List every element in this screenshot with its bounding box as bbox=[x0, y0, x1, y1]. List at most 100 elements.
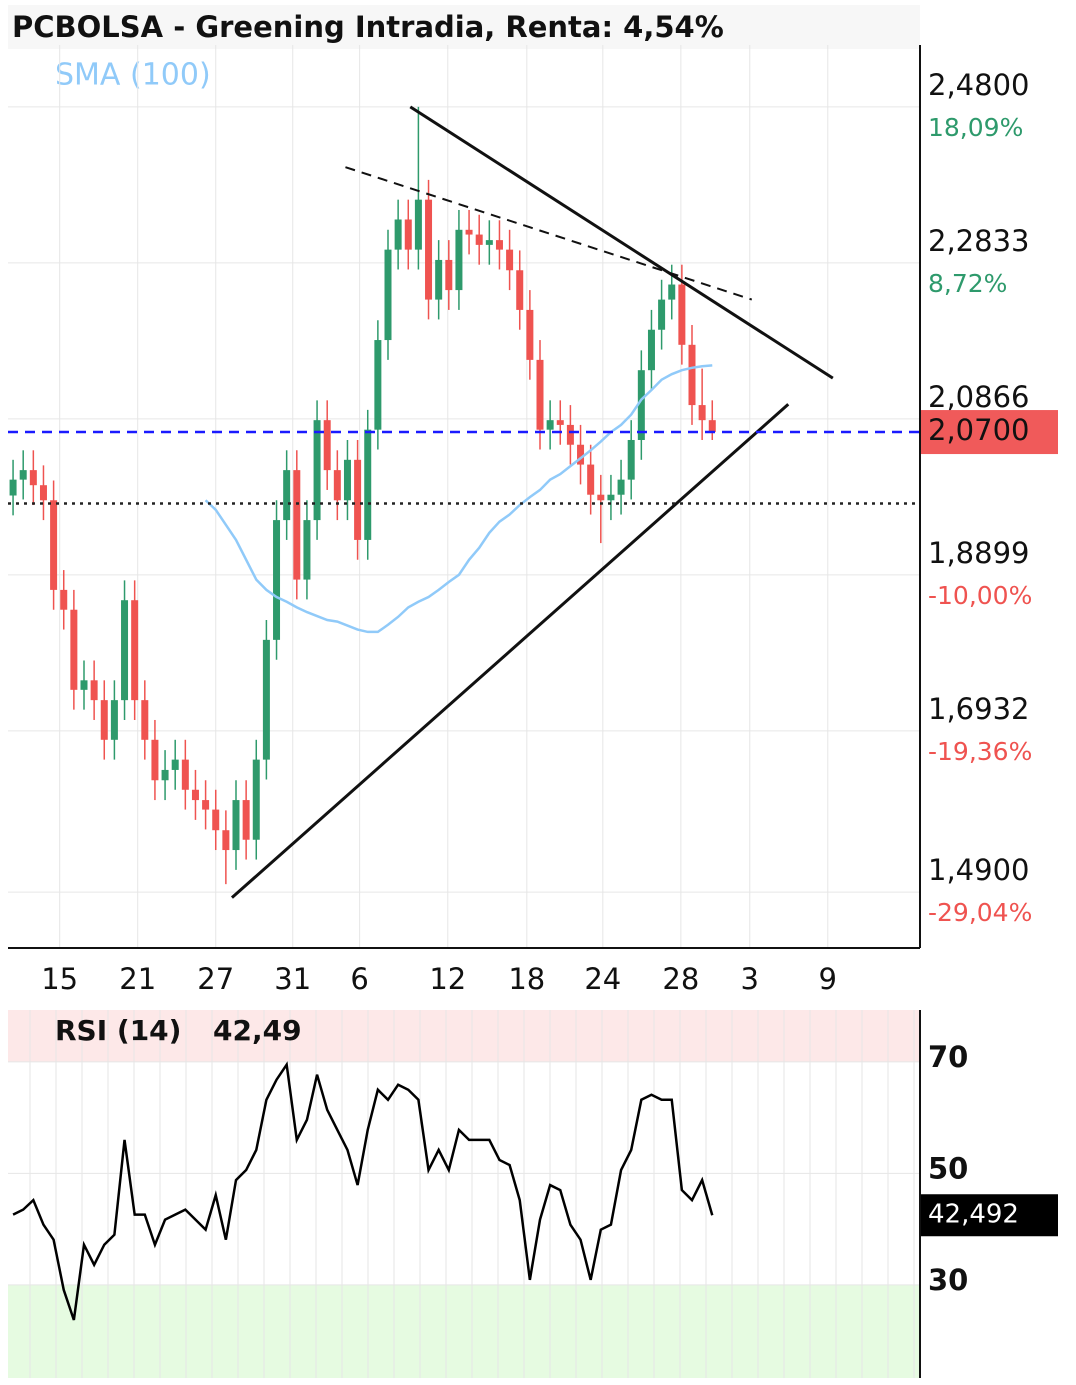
candle-body bbox=[698, 405, 706, 421]
indicator-value: 42,49 bbox=[213, 1014, 302, 1047]
candle-body bbox=[516, 270, 524, 310]
candle-body bbox=[708, 420, 716, 433]
candle-body bbox=[333, 470, 341, 501]
candle-body bbox=[262, 639, 270, 760]
x-tick-label: 31 bbox=[274, 962, 311, 996]
candle-body bbox=[90, 680, 98, 701]
x-tick-label: 9 bbox=[819, 962, 837, 996]
candle-body bbox=[546, 420, 554, 430]
x-tick-label: 28 bbox=[662, 962, 699, 996]
chart-title: PCBOLSA - Greening Intradia, Renta: 4,54… bbox=[12, 10, 724, 44]
candle-body bbox=[556, 420, 564, 425]
candle-body bbox=[39, 485, 47, 501]
candle-body bbox=[445, 259, 453, 291]
indicator-title: RSI (14) bbox=[55, 1014, 181, 1047]
candle-body bbox=[283, 470, 291, 521]
candle-body bbox=[668, 284, 676, 300]
candle-body bbox=[100, 700, 108, 740]
candle-body bbox=[212, 809, 220, 831]
y-tick-label: 2,4800 bbox=[928, 68, 1029, 102]
candle-body bbox=[313, 420, 321, 521]
candle-body bbox=[131, 600, 139, 701]
y-tick-label: 1,8899 bbox=[928, 536, 1029, 570]
candle-body bbox=[29, 470, 37, 486]
candle-body bbox=[121, 600, 129, 701]
x-tick-label: 24 bbox=[584, 962, 621, 996]
candle-body bbox=[374, 340, 382, 430]
candle-body bbox=[587, 464, 595, 495]
candle-body bbox=[232, 800, 240, 851]
trend-line bbox=[345, 166, 753, 301]
y-tick-label: 1,4900 bbox=[928, 853, 1029, 887]
trend-line bbox=[230, 403, 790, 899]
candle-body bbox=[141, 700, 149, 740]
candle-body bbox=[627, 439, 635, 480]
last-value-box bbox=[921, 1194, 1058, 1237]
candle-body bbox=[384, 249, 392, 341]
title-background bbox=[8, 5, 920, 49]
x-tick-label: 12 bbox=[429, 962, 466, 996]
candle-body bbox=[566, 424, 574, 445]
candle-body bbox=[343, 459, 351, 501]
x-tick-label: 18 bbox=[508, 962, 545, 996]
candle-body bbox=[364, 429, 372, 540]
x-tick-label: 6 bbox=[350, 962, 368, 996]
candle-body bbox=[647, 329, 655, 371]
x-tick-label: 15 bbox=[41, 962, 78, 996]
candle-body bbox=[202, 800, 210, 810]
sma-line bbox=[204, 364, 713, 634]
last-value-label: 42,492 bbox=[928, 1200, 1019, 1230]
candle-body bbox=[435, 259, 443, 300]
candle-body bbox=[536, 359, 544, 430]
candle-body bbox=[323, 420, 331, 471]
candle-body bbox=[80, 680, 88, 690]
candle-body bbox=[414, 199, 422, 250]
oversold-band bbox=[8, 1284, 920, 1378]
candle-body bbox=[252, 759, 260, 840]
candle-body bbox=[678, 284, 686, 345]
candle-body bbox=[475, 234, 483, 245]
candle-body bbox=[617, 479, 625, 495]
y-tick-change: 18,09% bbox=[928, 113, 1023, 142]
price-label-box bbox=[921, 410, 1058, 455]
candle-body bbox=[191, 789, 199, 801]
y-tick-change: -19,36% bbox=[928, 737, 1032, 766]
candle-body bbox=[425, 199, 433, 300]
candle-body bbox=[394, 219, 402, 250]
x-tick-label: 27 bbox=[197, 962, 234, 996]
y-tick-label: 1,6932 bbox=[928, 692, 1029, 726]
candle-body bbox=[273, 520, 281, 640]
y-tick-label: 2,2833 bbox=[928, 224, 1029, 258]
y-tick-label: 70 bbox=[928, 1040, 968, 1074]
y-tick-change: -10,00% bbox=[928, 581, 1032, 610]
candle-body bbox=[50, 500, 58, 590]
trend-line bbox=[409, 105, 834, 380]
y-tick-change: 8,72% bbox=[928, 269, 1007, 298]
candle-body bbox=[171, 759, 179, 770]
candle-body bbox=[60, 589, 68, 610]
y-tick-change: -29,04% bbox=[928, 898, 1032, 927]
candle-body bbox=[607, 494, 615, 501]
candle-body bbox=[293, 470, 301, 580]
candle-body bbox=[303, 520, 311, 580]
candle-body bbox=[70, 609, 78, 690]
x-tick-label: 21 bbox=[119, 962, 156, 996]
candle-body bbox=[485, 240, 493, 245]
candle-body bbox=[242, 800, 250, 840]
y-tick-label: 30 bbox=[928, 1263, 968, 1297]
candle-body bbox=[455, 229, 463, 291]
legend-entry: SMA (100) bbox=[55, 58, 211, 93]
candle-body bbox=[151, 739, 159, 781]
candle-body bbox=[526, 309, 534, 360]
candle-body bbox=[658, 299, 666, 330]
price-label: 2,0700 bbox=[928, 413, 1029, 447]
candle-body bbox=[19, 470, 27, 480]
candle-body bbox=[354, 459, 362, 540]
candle-body bbox=[181, 759, 189, 790]
y-tick-label: 2,0866 bbox=[928, 380, 1029, 414]
candle-body bbox=[222, 830, 230, 851]
candle-body bbox=[161, 769, 169, 781]
candle-body bbox=[637, 370, 645, 440]
rsi-line bbox=[12, 1061, 714, 1321]
